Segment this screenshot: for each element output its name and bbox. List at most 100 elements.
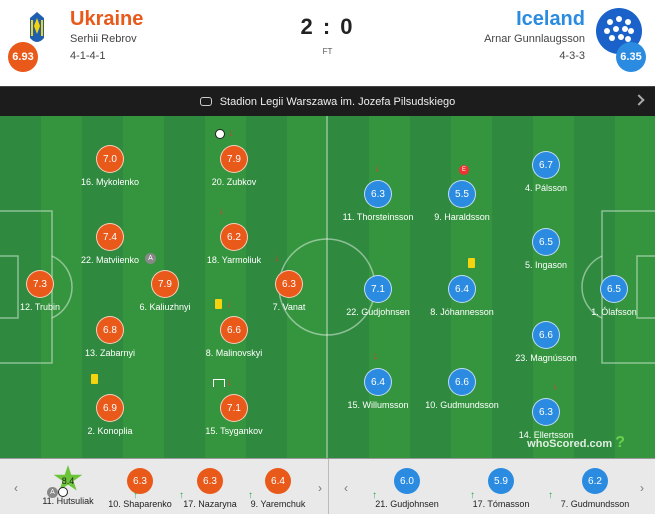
player-name: 15. Tsygankov	[205, 426, 263, 436]
player-rating: 8.4	[61, 476, 75, 486]
sub-out-icon: ↓	[553, 381, 558, 392]
player-rating: 5.5	[448, 180, 476, 208]
player-zubkov[interactable]: 7.9 20. Zubkov ↓	[189, 128, 279, 187]
away-team-name[interactable]: Iceland	[516, 8, 585, 30]
chevron-right-icon[interactable]: ›	[640, 481, 644, 495]
venue-bar: Stadion Legii Warszawa im. Jozefa Pilsud…	[0, 86, 655, 116]
yellow-card-icon	[215, 299, 222, 311]
watermark-prefix: who	[527, 438, 550, 450]
chevron-right-icon[interactable]	[633, 94, 645, 106]
sub-in-icon: ↑	[133, 490, 138, 501]
player-konoplia[interactable]: 6.9 2. Konoplia	[65, 374, 155, 436]
player-name: 22. Matviienko	[80, 255, 140, 265]
player-name: 2. Konoplia	[87, 426, 133, 436]
player-name: 21. Gudjohnsen	[375, 499, 439, 509]
player-tsygankov[interactable]: 7.1 15. Tsygankov ↓	[189, 377, 279, 436]
sub-in-icon: ↑	[372, 490, 377, 501]
bench-divider	[328, 459, 329, 514]
player-yarmoliuk[interactable]: 6.2 18. Yarmoliuk ↓	[189, 206, 279, 265]
player-malinovskyi[interactable]: 6.6 8. Malinovskyi ↓	[189, 299, 279, 358]
player-name: 15. Willumsson	[347, 400, 409, 410]
bench-player-yaremchuk[interactable]: 6.4 9. Yaremchuk ↑	[233, 468, 323, 509]
home-team-name[interactable]: Ukraine	[70, 8, 144, 30]
chevron-right-icon[interactable]: ›	[318, 481, 322, 495]
player-johannesson[interactable]: 6.4 8. Jóhannesson	[417, 258, 507, 317]
player-rating: 6.3	[127, 468, 153, 494]
player-matviienko[interactable]: 7.4 22. Matviienko A	[65, 223, 156, 265]
chevron-left-icon[interactable]: ‹	[14, 481, 18, 495]
player-mykolenko[interactable]: 7.0 16. Mykolenko	[65, 145, 155, 187]
player-rating: 7.9	[220, 145, 248, 173]
captain-armband-icon: A	[145, 253, 156, 264]
player-willumsson[interactable]: 6.4 15. Willumsson ↓	[333, 351, 423, 410]
away-coach: Arnar Gunnlaugsson	[484, 33, 585, 45]
sub-out-icon: ↓	[228, 128, 233, 139]
player-rating: 5.9	[488, 468, 514, 494]
bench-player-gudmundsson[interactable]: 6.2 7. Gudmundsson ↑	[548, 468, 640, 509]
player-name: 6. Kaliuzhnyi	[139, 302, 191, 312]
captain-armband-icon: A	[47, 487, 58, 498]
bench-player-gudjohnsen[interactable]: 6.0 21. Gudjohnsen ↑	[362, 468, 452, 509]
player-magnusson[interactable]: 6.6 23. Magnússon	[501, 321, 591, 363]
player-rating: 7.4	[96, 223, 124, 251]
player-kaliuzhnyi[interactable]: 7.9 6. Kaliuzhnyi	[120, 270, 210, 312]
player-zabarnyi[interactable]: 6.8 13. Zabarnyi	[65, 316, 155, 358]
player-name: 1. Ólafsson	[591, 307, 637, 317]
player-rating: 6.8	[96, 316, 124, 344]
bench-player-tomasson[interactable]: 5.9 17. Tómasson ↑	[456, 468, 546, 509]
player-olafsson[interactable]: 6.5 1. Ólafsson	[569, 275, 655, 317]
pitch: 7.0 16. Mykolenko 7.9 20. Zubkov ↓ 7.4 2…	[0, 116, 655, 458]
home-formation: 4-1-4-1	[70, 50, 106, 62]
sub-in-icon: ↑	[470, 490, 475, 501]
player-vanat[interactable]: 6.3 7. Vanat ↓	[244, 253, 334, 312]
player-name: 16. Mykolenko	[80, 177, 140, 187]
player-rating: 6.9	[96, 394, 124, 422]
player-name: 18. Yarmoliuk	[206, 255, 262, 265]
goal-icon	[215, 129, 225, 141]
stadium-icon	[199, 97, 212, 106]
player-rating: 6.3	[197, 468, 223, 494]
goal-icon	[58, 487, 68, 499]
sub-in-icon: ↑	[548, 490, 553, 501]
player-ingason[interactable]: 6.5 5. Ingason	[501, 228, 591, 270]
player-rating: 7.1	[220, 394, 248, 422]
player-name: 17. Nazaryna	[183, 499, 237, 509]
player-rating: 6.5	[532, 228, 560, 256]
whoscored-watermark: whoScored.com ?	[527, 434, 625, 452]
sub-out-icon: ↓	[375, 163, 380, 174]
player-thorsteinsson[interactable]: 6.3 11. Thorsteinsson ↓	[333, 163, 423, 222]
sub-out-icon: ↓	[219, 206, 224, 217]
player-palsson[interactable]: 6.7 4. Pálsson	[501, 151, 591, 193]
player-name: 10. Shaparenko	[108, 499, 172, 509]
player-name: 17. Tómasson	[472, 499, 530, 509]
bench-player-shaparenko[interactable]: 6.3 10. Shaparenko ↑	[95, 468, 185, 509]
sub-in-icon: ↑	[179, 490, 184, 501]
player-name: 20. Zubkov	[211, 177, 257, 187]
watermark-dotcom: .com	[586, 438, 613, 450]
player-rating: 7.1	[364, 275, 392, 303]
player-name: 12. Trubin	[19, 302, 61, 312]
home-coach: Serhii Rebrov	[70, 33, 137, 45]
player-rating: 6.4	[448, 275, 476, 303]
player-gudmundsson[interactable]: 6.6 10. Gudmundsson	[417, 368, 507, 410]
error-icon: E	[459, 165, 469, 175]
player-name: 11. Thorsteinsson	[342, 212, 414, 222]
player-haraldsson[interactable]: 5.5 9. Haraldsson E	[417, 165, 507, 222]
watermark-suffix: Scored	[549, 438, 587, 450]
player-name: 14. Ellertsson	[518, 430, 574, 440]
player-rating: 7.9	[151, 270, 179, 298]
player-rating: 6.4	[364, 368, 392, 396]
player-name: 4. Pálsson	[524, 183, 568, 193]
player-ellertsson[interactable]: 6.3 14. Ellertsson ↓	[501, 381, 591, 440]
player-rating: 6.6	[448, 368, 476, 396]
bench-player-hutsuliak[interactable]: 8.4 11. Hutsuliak A	[23, 465, 113, 506]
bench-player-nazaryna[interactable]: 6.3 17. Nazaryna ↑	[165, 468, 255, 509]
match-header: 6.93 Ukraine Serhii Rebrov 4-1-4-1 2 : 0…	[0, 0, 655, 86]
match-status: FT	[322, 47, 333, 56]
player-trubin[interactable]: 7.3 12. Trubin	[0, 270, 85, 312]
chevron-left-icon[interactable]: ‹	[344, 481, 348, 495]
player-name: 9. Yaremchuk	[250, 499, 306, 509]
player-name: 13. Zabarnyi	[84, 348, 136, 358]
player-gudjohnsen[interactable]: 7.1 22. Gudjohnsen	[333, 275, 423, 317]
